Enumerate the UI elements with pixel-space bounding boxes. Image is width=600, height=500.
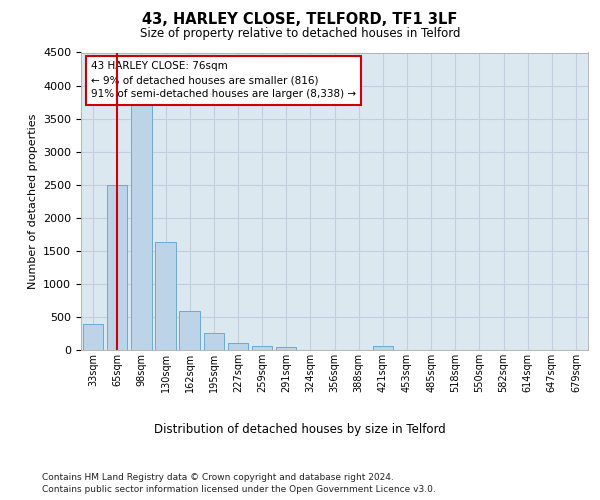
Text: Contains HM Land Registry data © Crown copyright and database right 2024.: Contains HM Land Registry data © Crown c… xyxy=(42,472,394,482)
Bar xyxy=(203,334,224,350)
Bar xyxy=(373,346,393,350)
Bar xyxy=(107,184,127,350)
Bar xyxy=(276,346,296,350)
Bar xyxy=(83,324,103,350)
Bar xyxy=(179,311,200,350)
Text: 43 HARLEY CLOSE: 76sqm
← 9% of detached houses are smaller (816)
91% of semi-det: 43 HARLEY CLOSE: 76sqm ← 9% of detached … xyxy=(91,62,356,100)
Text: Distribution of detached houses by size in Telford: Distribution of detached houses by size … xyxy=(154,422,446,436)
Text: Size of property relative to detached houses in Telford: Size of property relative to detached ho… xyxy=(140,28,460,40)
Bar xyxy=(252,346,272,350)
Bar xyxy=(227,342,248,350)
Text: Contains public sector information licensed under the Open Government Licence v3: Contains public sector information licen… xyxy=(42,485,436,494)
Bar xyxy=(155,242,176,350)
Text: 43, HARLEY CLOSE, TELFORD, TF1 3LF: 43, HARLEY CLOSE, TELFORD, TF1 3LF xyxy=(142,12,458,28)
Bar xyxy=(131,102,152,350)
Y-axis label: Number of detached properties: Number of detached properties xyxy=(28,114,38,289)
